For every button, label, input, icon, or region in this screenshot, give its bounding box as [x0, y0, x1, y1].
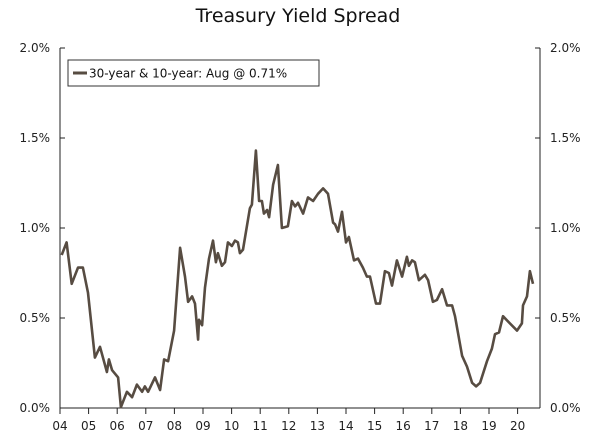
- y-tick-label-left: 1.5%: [20, 131, 51, 145]
- y-tick-label-left: 1.0%: [20, 221, 51, 235]
- axes: [59, 47, 541, 414]
- x-tick-label: 10: [224, 419, 239, 433]
- y-tick-label-right: 1.5%: [550, 131, 581, 145]
- x-tick-label: 12: [281, 419, 296, 433]
- x-tick-label: 20: [510, 419, 525, 433]
- x-tick-label: 18: [453, 419, 468, 433]
- y-tick-label-right: 0.5%: [550, 311, 581, 325]
- x-tick-label: 06: [110, 419, 125, 433]
- legend-label: 30-year & 10-year: Aug @ 0.71%: [89, 67, 287, 81]
- legend: 30-year & 10-year: Aug @ 0.71%: [67, 59, 320, 87]
- chart-title: Treasury Yield Spread: [195, 5, 401, 27]
- x-tick-label: 19: [481, 419, 496, 433]
- x-tick-label: 07: [138, 419, 153, 433]
- series-line: [60, 149, 535, 409]
- y-tick-label-right: 1.0%: [550, 221, 581, 235]
- legend-box: [67, 59, 320, 87]
- y-tick-label-right: 0.0%: [550, 401, 581, 415]
- y-tick-label-right: 2.0%: [550, 41, 581, 55]
- x-tick-label: 09: [195, 419, 210, 433]
- x-tick-label: 14: [338, 419, 353, 433]
- y-tick-label-left: 0.5%: [20, 311, 51, 325]
- y-tick-label-left: 2.0%: [20, 41, 51, 55]
- x-tick-label: 05: [81, 419, 96, 433]
- x-tick-label: 13: [310, 419, 325, 433]
- x-tick-label: 16: [396, 419, 411, 433]
- x-tick-label: 04: [52, 419, 67, 433]
- x-tick-label: 11: [253, 419, 268, 433]
- y-tick-label-left: 0.0%: [20, 401, 51, 415]
- x-tick-label: 15: [367, 419, 382, 433]
- tick-labels: 0.0% 0.0% 0.5% 0.5% 1.0% 1.0% 1.5% 1.5% 2.0% 2.0%…: [20, 41, 581, 433]
- x-tick-label: 17: [424, 419, 439, 433]
- x-tick-label: 08: [167, 419, 182, 433]
